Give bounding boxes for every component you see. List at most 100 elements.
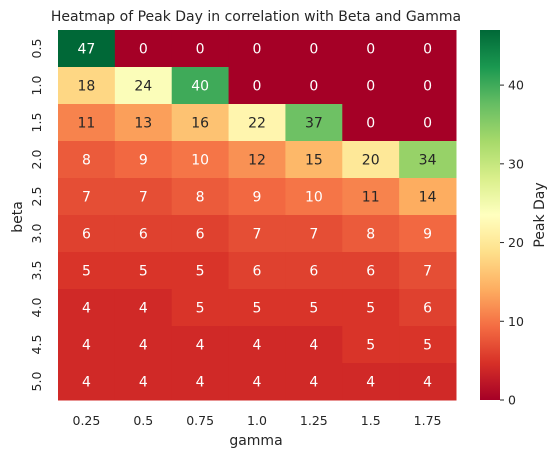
- cell-value-label: 10: [191, 153, 209, 169]
- heatmap-cell: [228, 104, 286, 142]
- heatmap-cell: [285, 363, 343, 401]
- cell-value-label: 11: [78, 116, 96, 132]
- x-tick-label: 0.25: [73, 413, 101, 428]
- heatmap-cell: [228, 30, 286, 68]
- cell-value-label: 12: [248, 153, 266, 169]
- cell-value-label: 0: [139, 42, 148, 58]
- heatmap-cell: [114, 178, 173, 216]
- heatmap-cell: [342, 104, 400, 142]
- cell-value-label: 9: [253, 190, 262, 206]
- cell-value-label: 18: [78, 79, 96, 95]
- heatmap-cell: [399, 326, 457, 364]
- cell-value-label: 7: [253, 227, 262, 243]
- cell-value-label: 4: [309, 338, 318, 354]
- heatmap-cell: [228, 67, 286, 105]
- heatmap-cell: [114, 363, 173, 401]
- heatmap-cell: [171, 104, 230, 142]
- heatmap-cell: [285, 289, 343, 327]
- heatmap-cell: [58, 30, 116, 68]
- cell-value-label: 5: [82, 264, 91, 280]
- cell-value-label: 4: [309, 375, 318, 391]
- heatmap-cell: [399, 67, 457, 105]
- cell-value-label: 40: [191, 79, 209, 95]
- cell-value-label: 4: [366, 375, 375, 391]
- heatmap-cell: [342, 363, 400, 401]
- cell-value-label: 7: [82, 190, 91, 206]
- cell-value-label: 4: [82, 338, 91, 354]
- cell-value-label: 16: [191, 116, 209, 132]
- colorbar-tick-label: 30: [508, 156, 524, 171]
- y-tick-label: 0.5: [29, 39, 44, 59]
- heatmap-cell: [171, 30, 230, 68]
- heatmap-cell: [285, 178, 343, 216]
- heatmap-cell: [342, 289, 400, 327]
- heatmap-cell: [342, 178, 400, 216]
- heatmap-cell: [114, 67, 173, 105]
- heatmap-cell: [342, 326, 400, 364]
- cell-value-label: 0: [253, 79, 262, 95]
- heatmap-cell: [342, 215, 400, 253]
- x-tick-label: 1.5: [361, 413, 381, 428]
- heatmap-cell: [285, 215, 343, 253]
- cell-value-label: 7: [309, 227, 318, 243]
- cell-value-label: 8: [82, 153, 91, 169]
- heatmap-cell: [228, 215, 286, 253]
- cell-value-label: 6: [139, 227, 148, 243]
- heatmap-cell: [114, 252, 173, 290]
- cell-value-label: 5: [423, 338, 432, 354]
- heatmap-cell: [228, 326, 286, 364]
- chart-title: Heatmap of Peak Day in correlation with …: [51, 9, 461, 25]
- cell-value-label: 6: [196, 227, 205, 243]
- heatmap-cell: [399, 252, 457, 290]
- cell-value-label: 15: [305, 153, 323, 169]
- colorbar-tick-label: 0: [508, 393, 516, 408]
- heatmap-cell: [399, 215, 457, 253]
- cell-value-label: 4: [82, 375, 91, 391]
- heatmap-cell: [342, 67, 400, 105]
- cell-value-label: 5: [139, 264, 148, 280]
- cell-value-label: 0: [196, 42, 205, 58]
- cell-value-label: 4: [253, 375, 262, 391]
- heatmap-cell: [228, 289, 286, 327]
- cell-value-label: 5: [196, 301, 205, 317]
- cell-value-label: 0: [366, 79, 375, 95]
- cell-value-label: 6: [423, 301, 432, 317]
- y-tick-label: 3.5: [29, 261, 44, 281]
- heatmap-cell: [171, 215, 230, 253]
- y-tick-label: 3.0: [29, 224, 44, 244]
- heatmap-cell: [399, 30, 457, 68]
- heatmap-cell: [399, 104, 457, 142]
- y-tick-label: 2.0: [29, 150, 44, 170]
- heatmap-cell: [342, 141, 400, 179]
- cell-value-label: 9: [423, 227, 432, 243]
- cell-value-label: 10: [305, 190, 323, 206]
- cell-value-label: 37: [305, 116, 323, 132]
- heatmap-cell: [228, 363, 286, 401]
- cell-value-label: 11: [362, 190, 380, 206]
- heatmap-cell: [58, 363, 116, 401]
- cell-value-label: 4: [423, 375, 432, 391]
- colorbar: [480, 30, 500, 400]
- cell-value-label: 7: [423, 264, 432, 280]
- heatmap-cell: [171, 178, 230, 216]
- y-tick-label: 4.0: [29, 298, 44, 318]
- heatmap-cell: [285, 30, 343, 68]
- colorbar-tick-label: 10: [508, 314, 524, 329]
- cell-value-label: 0: [309, 79, 318, 95]
- cell-value-label: 0: [423, 116, 432, 132]
- colorbar-label: Peak Day: [532, 182, 548, 247]
- y-tick-label: 5.0: [29, 372, 44, 392]
- colorbar-tick-label: 20: [508, 235, 524, 250]
- cell-value-label: 4: [139, 301, 148, 317]
- heatmap-cell: [171, 252, 230, 290]
- cell-value-label: 7: [139, 190, 148, 206]
- heatmap-cell: [114, 141, 173, 179]
- cell-value-label: 6: [366, 264, 375, 280]
- cell-value-label: 0: [253, 42, 262, 58]
- heatmap-cell: [58, 326, 116, 364]
- x-axis-label: gamma: [229, 433, 282, 449]
- heatmap-cell: [228, 252, 286, 290]
- y-tick-label: 4.5: [29, 335, 44, 355]
- heatmap-cell: [342, 30, 400, 68]
- heatmap-cell: [285, 326, 343, 364]
